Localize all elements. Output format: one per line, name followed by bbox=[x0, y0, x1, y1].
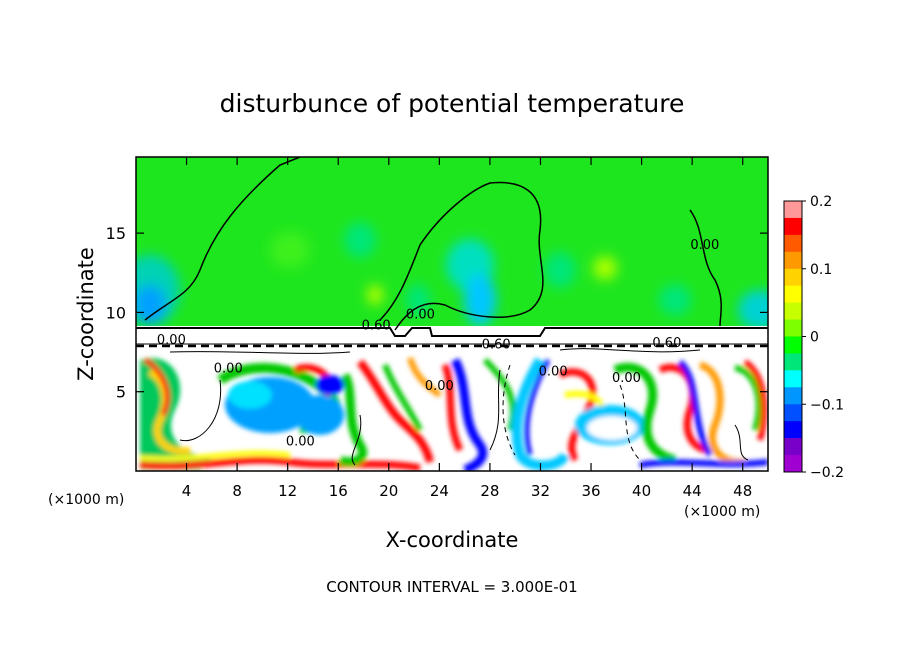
colorbar-swatch bbox=[784, 268, 802, 287]
x-unit-left: (×1000 m) bbox=[48, 492, 124, 508]
y-axis-label: Z-coordinate bbox=[74, 247, 98, 381]
x-tick-label: 32 bbox=[531, 482, 550, 500]
colorbar-swatch bbox=[784, 319, 802, 337]
contour-label: 0.00 bbox=[286, 434, 315, 449]
plot-frame bbox=[135, 156, 769, 472]
plot-field bbox=[136, 157, 768, 471]
colorbar-tick-label: 0.2 bbox=[810, 194, 832, 210]
colorbar-swatch bbox=[784, 234, 802, 253]
contour-label: 0.00 bbox=[690, 238, 719, 253]
x-tick-label: 28 bbox=[480, 482, 499, 500]
x-unit-right: (×1000 m) bbox=[684, 504, 760, 520]
colorbar-swatch bbox=[784, 302, 802, 321]
colorbar-swatch bbox=[784, 455, 802, 473]
y-axis-ticks: 5 10 15 bbox=[106, 224, 768, 402]
x-axis-label: X-coordinate bbox=[386, 528, 519, 552]
colorbar-tick-label: 0 bbox=[810, 330, 819, 346]
colorbar-tick-label: −0.2 bbox=[810, 465, 844, 481]
colorbar-swatch bbox=[784, 404, 802, 422]
x-tick-label: 12 bbox=[278, 482, 297, 500]
x-tick-label: 48 bbox=[733, 482, 752, 500]
colorbar-swatch bbox=[784, 387, 802, 405]
colorbar-tick-label: −0.1 bbox=[810, 397, 844, 413]
contour-label: 0.00 bbox=[539, 365, 568, 380]
contour-labels: 0.00 0.00 0.60 0.60 0.60 0.00 0.00 0.00 0.00 0.00… bbox=[157, 238, 719, 450]
contour-interval-note: CONTOUR INTERVAL = 3.000E-01 bbox=[326, 578, 577, 596]
x-tick-label: 16 bbox=[329, 482, 348, 500]
y-tick-label: 15 bbox=[106, 224, 126, 243]
colorbar-swatch bbox=[784, 217, 802, 236]
x-tick-label: 44 bbox=[683, 482, 702, 500]
colorbar-swatch bbox=[784, 438, 802, 456]
y-tick-label: 10 bbox=[106, 303, 126, 322]
contour-label: 0.60 bbox=[362, 319, 391, 334]
contour-label: 0.00 bbox=[612, 371, 641, 386]
colorbar-swatch bbox=[784, 336, 802, 354]
colorbar bbox=[784, 201, 802, 473]
x-tick-label: 24 bbox=[430, 482, 449, 500]
colorbar-swatch bbox=[784, 370, 802, 388]
colorbar-swatch bbox=[784, 421, 802, 439]
x-tick-label: 4 bbox=[182, 482, 192, 500]
x-tick-label: 40 bbox=[632, 482, 651, 500]
x-axis-ticks: 4 8 12 16 20 24 28 32 36 40 44 48 bbox=[182, 157, 752, 500]
chart-title: disturbunce of potential temperature bbox=[220, 89, 685, 118]
colorbar-tick-label: 0.1 bbox=[810, 262, 832, 278]
contour-label: 0.00 bbox=[214, 362, 243, 377]
contour-label: 0.00 bbox=[406, 308, 435, 323]
y-tick-label: 5 bbox=[116, 383, 126, 402]
colorbar-swatch bbox=[784, 201, 802, 219]
x-tick-label: 8 bbox=[232, 482, 242, 500]
contour-label: 0.00 bbox=[157, 333, 186, 348]
colorbar-swatch bbox=[784, 353, 802, 371]
x-tick-label: 36 bbox=[581, 482, 600, 500]
contour-label: 0.60 bbox=[482, 338, 511, 353]
colorbar-swatch bbox=[784, 251, 802, 270]
x-tick-label: 20 bbox=[379, 482, 398, 500]
colorbar-swatch bbox=[784, 285, 802, 304]
colorbar-ticks: 0.2 0.1 0 −0.1 −0.2 bbox=[802, 194, 844, 481]
contour-label: 0.00 bbox=[425, 379, 454, 394]
contour-label: 0.60 bbox=[652, 336, 681, 351]
